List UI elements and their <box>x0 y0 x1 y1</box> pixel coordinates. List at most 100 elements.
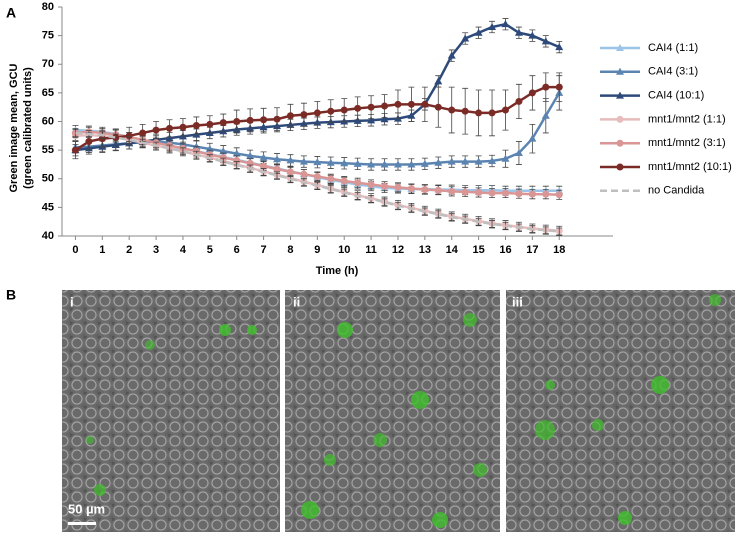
marker <box>246 116 254 124</box>
marker <box>273 155 282 163</box>
marker <box>488 109 496 117</box>
marker <box>380 115 389 123</box>
marker <box>542 83 550 91</box>
marker <box>125 132 133 140</box>
x-tick-label: 9 <box>314 244 320 256</box>
marker <box>259 153 268 161</box>
y-axis-label: Green image mean, GCU <box>8 63 20 192</box>
marker <box>353 159 362 167</box>
marker <box>273 115 281 123</box>
y-tick-label: 45 <box>42 201 54 213</box>
x-tick-label: 13 <box>419 244 431 256</box>
marker <box>475 188 483 196</box>
x-tick-label: 5 <box>207 244 213 256</box>
marker <box>528 134 537 142</box>
marker <box>300 111 308 119</box>
marker <box>448 187 456 195</box>
series <box>71 72 563 160</box>
panel-label: B <box>6 287 16 303</box>
x-tick-label: 0 <box>72 244 78 256</box>
y-tick-label: 60 <box>42 115 54 127</box>
panel-label: A <box>6 5 16 21</box>
error-bar <box>327 185 334 193</box>
image-label: ii <box>293 294 300 309</box>
marker <box>233 118 241 125</box>
marker <box>286 112 294 120</box>
legend-item: CAI4 (10:1) <box>600 90 704 102</box>
marker <box>260 116 268 124</box>
error-bar <box>166 144 173 153</box>
y-tick-label: 40 <box>42 230 54 242</box>
x-tick-label: 16 <box>499 244 511 256</box>
legend-item: CAI4 (3:1) <box>600 66 698 78</box>
marker <box>555 43 564 51</box>
marker <box>528 89 536 97</box>
x-tick-label: 18 <box>553 244 565 256</box>
marker <box>353 116 362 124</box>
marker <box>542 190 550 198</box>
image-label: iii <box>512 294 523 309</box>
marker <box>501 20 510 28</box>
error-bar <box>112 133 119 142</box>
marker <box>340 177 348 185</box>
marker <box>380 160 389 168</box>
marker <box>367 180 375 188</box>
error-bar <box>556 227 563 236</box>
marker <box>488 23 497 31</box>
marker <box>434 186 442 194</box>
x-tick-label: 15 <box>472 244 484 256</box>
marker <box>514 28 523 36</box>
marker <box>488 189 496 197</box>
legend-label: mnt1/mnt2 (1:1) <box>648 113 726 125</box>
legend-marker <box>616 163 624 171</box>
micrograph: ii <box>285 290 500 532</box>
marker <box>340 159 349 167</box>
marker <box>219 154 227 162</box>
marker <box>407 184 415 192</box>
marker <box>354 104 362 112</box>
x-tick-label: 6 <box>234 244 240 256</box>
y-axis-label: (green calibrated units) <box>22 67 34 189</box>
marker <box>313 109 321 117</box>
marker <box>166 124 174 132</box>
legend-label: mnt1/mnt2 (3:1) <box>648 137 726 149</box>
marker <box>420 159 429 167</box>
marker <box>313 172 321 180</box>
marker <box>139 129 147 137</box>
marker <box>381 182 389 190</box>
x-tick-label: 3 <box>153 244 159 256</box>
y-tick-label: 75 <box>42 30 54 42</box>
marker <box>246 151 255 159</box>
error-bar <box>274 171 281 180</box>
marker <box>528 190 536 198</box>
x-tick-label: 2 <box>126 244 132 256</box>
x-tick-label: 17 <box>526 244 538 256</box>
marker <box>474 157 483 165</box>
marker <box>447 157 456 165</box>
marker <box>541 111 550 119</box>
error-bar <box>72 129 79 137</box>
marker <box>461 157 470 165</box>
x-tick-label: 8 <box>287 244 293 256</box>
marker <box>165 134 174 142</box>
legend-label: mnt1/mnt2 (10:1) <box>648 161 732 173</box>
legend-marker <box>616 44 624 51</box>
x-tick-label: 7 <box>261 244 267 256</box>
x-axis-label: Time (h) <box>316 265 359 277</box>
x-tick-label: 1 <box>99 244 105 256</box>
marker <box>232 149 241 157</box>
marker <box>219 119 227 127</box>
marker <box>192 142 201 150</box>
legend-item: mnt1/mnt2 (1:1) <box>600 113 726 125</box>
error-bar <box>220 157 227 166</box>
legend-item: no Candida <box>600 185 705 197</box>
legend-item: CAI4 (1:1) <box>600 42 698 54</box>
marker <box>434 103 442 111</box>
x-tick-label: 11 <box>365 244 377 256</box>
marker <box>313 158 322 166</box>
marker <box>393 160 402 168</box>
marker <box>286 156 295 164</box>
marker <box>461 107 469 115</box>
y-tick-label: 50 <box>42 173 54 185</box>
